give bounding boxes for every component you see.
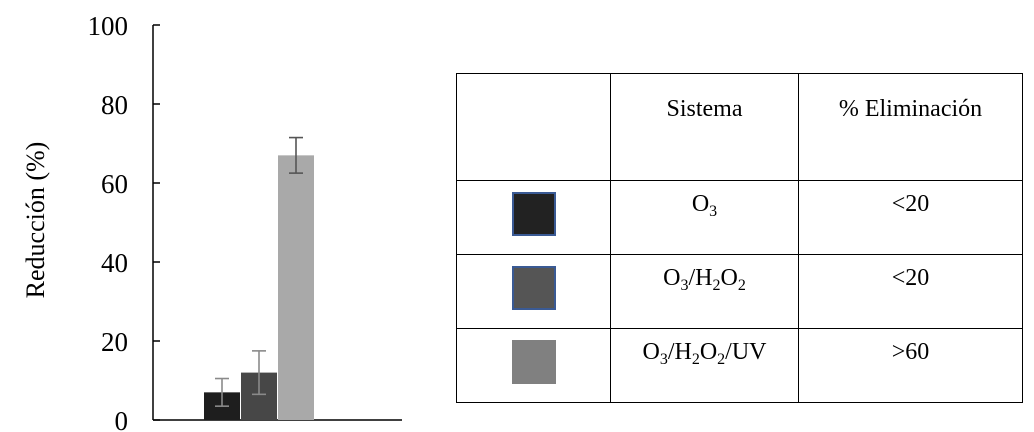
y-tick-label: 20 <box>101 327 128 357</box>
system-text: O <box>691 191 710 217</box>
system-subscript: 3 <box>659 351 668 368</box>
y-tick-label: 60 <box>101 169 128 199</box>
color-swatch <box>511 266 556 310</box>
system-text: /UV <box>725 339 767 365</box>
bar <box>278 155 314 420</box>
bars <box>204 136 314 420</box>
swatch-cell <box>456 180 611 255</box>
system-subscript: 2 <box>712 277 721 294</box>
header-empty <box>456 73 611 181</box>
swatch-cell <box>456 328 611 403</box>
system-text: O <box>699 339 718 365</box>
y-tick-label: 0 <box>115 406 129 432</box>
table-header-row: Sistema % Eliminación <box>456 73 1023 181</box>
system-subscript: 3 <box>680 277 689 294</box>
y-axis-label: Reducción (%) <box>21 142 50 299</box>
header-system: Sistema <box>610 73 799 181</box>
y-axis: 0 20 40 60 80 100 <box>88 11 160 432</box>
removal-cell: >60 <box>798 328 1023 403</box>
system-cell: O3/H2O2 <box>610 254 799 329</box>
table-row: O3/H2O2 <20 <box>456 254 1023 329</box>
system-text: /H <box>688 265 713 291</box>
table-row: O3/H2O2/UV >60 <box>456 328 1023 403</box>
y-tick-label: 80 <box>101 90 128 120</box>
system-subscript: 2 <box>737 277 746 294</box>
system-text: O <box>663 265 681 291</box>
legend-table: Sistema % Eliminación O3 <20 O3/H2O2 <20 O3/… <box>456 73 1023 403</box>
y-tick-label: 100 <box>88 11 129 41</box>
table-row: O3 <20 <box>456 180 1023 255</box>
system-subscript: 2 <box>691 351 700 368</box>
system-subscript: 3 <box>709 203 718 220</box>
header-removal: % Eliminación <box>798 73 1023 181</box>
system-subscript: 2 <box>717 351 726 368</box>
bar-chart: 0 20 40 60 80 100 Reducción (%) <box>21 11 402 432</box>
system-cell: O3/H2O2/UV <box>610 328 799 403</box>
system-text: O <box>642 339 660 365</box>
removal-cell: <20 <box>798 180 1023 255</box>
system-text: O <box>720 265 738 291</box>
swatch-cell <box>456 254 611 329</box>
y-tick-label: 40 <box>101 248 128 278</box>
system-cell: O3 <box>610 180 799 255</box>
removal-cell: <20 <box>798 254 1023 329</box>
system-text: /H <box>667 339 692 365</box>
color-swatch <box>511 192 556 236</box>
color-swatch <box>511 340 556 384</box>
